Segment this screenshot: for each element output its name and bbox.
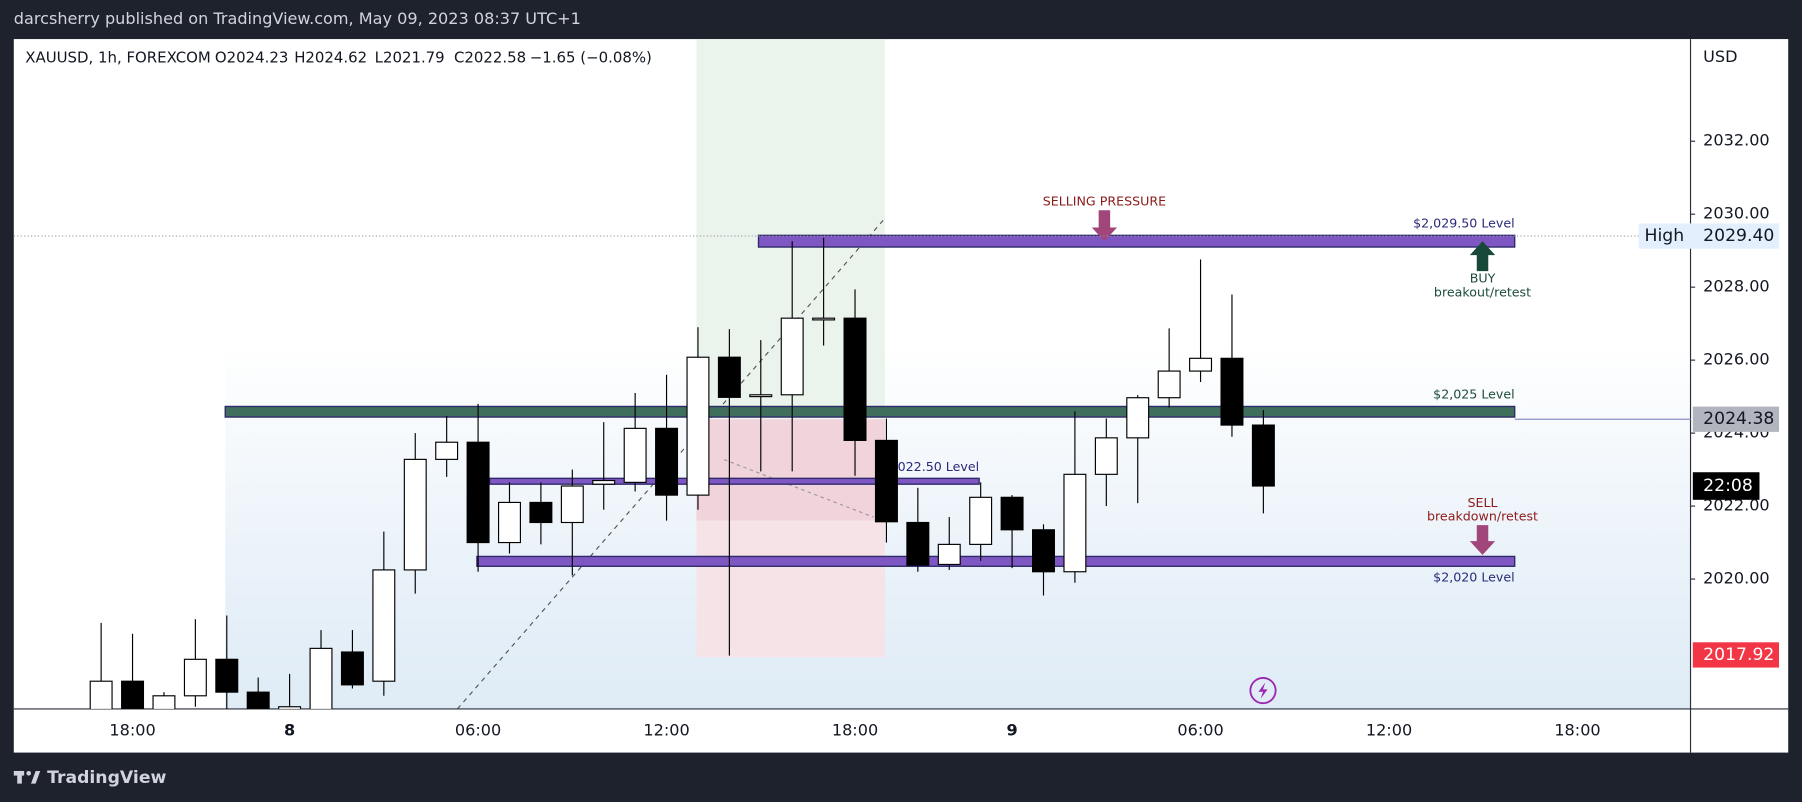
legend-value: C2022.58: [454, 49, 526, 67]
candle-body: [246, 691, 270, 709]
price-tag: [1638, 223, 1780, 249]
candle-body: [843, 317, 867, 441]
footer-logo: [13, 770, 41, 784]
level-zone: [224, 405, 1516, 418]
header-text: darcsherry published on TradingView.com,…: [14, 9, 581, 28]
x-tick-label: 18:00: [109, 720, 155, 739]
annotation: SELL: [1467, 495, 1497, 510]
candle-body: [466, 441, 490, 544]
candle-body: [560, 485, 584, 524]
x-tick-label: 12:00: [1366, 720, 1412, 739]
legend-value: O2024.23: [215, 49, 288, 67]
x-tick-label: 18:00: [1554, 720, 1600, 739]
candle-body: [497, 501, 521, 544]
candle-body: [372, 569, 396, 682]
candle-body: [121, 680, 145, 709]
position-line: [723, 459, 874, 518]
candle-body: [215, 658, 239, 693]
x-tick-label: 9: [1006, 720, 1017, 739]
candle-body: [278, 706, 302, 709]
candle-body: [906, 521, 930, 566]
price-tag-label: 2024.38: [1703, 409, 1774, 429]
candle-body: [780, 317, 804, 396]
countdown-tag: [1692, 472, 1760, 500]
level-label: $2,022.50 Level: [878, 459, 980, 474]
candle-body: [1126, 397, 1150, 439]
level-label: $2,020 Level: [1433, 569, 1515, 584]
arrow: [1091, 210, 1118, 242]
x-tick-label: 8: [284, 720, 295, 739]
arrow: [1469, 241, 1496, 272]
candle-body: [592, 479, 616, 485]
candle-body: [403, 458, 427, 571]
candle-body: [89, 680, 113, 709]
level-zone: [476, 555, 1516, 567]
position-tool: [696, 39, 885, 658]
price-tag: [1692, 406, 1780, 432]
candle-body: [340, 651, 364, 686]
footer-brand: TradingView: [47, 768, 166, 788]
y-tick-label: 2030.00: [1703, 204, 1770, 223]
candle-body: [874, 439, 898, 523]
x-tick-label: 06:00: [455, 720, 501, 739]
candle-body: [937, 543, 961, 566]
y-tick-label: 2028.00: [1703, 277, 1770, 296]
candle-body: [812, 317, 836, 321]
candle-body: [1220, 357, 1244, 426]
x-tick-label: 18:00: [832, 720, 878, 739]
candle-body: [623, 427, 647, 483]
y-tick-label: 2020.00: [1703, 569, 1770, 588]
annotation: SELLING PRESSURE: [1043, 194, 1166, 209]
price-tag-name: High: [1645, 226, 1685, 246]
candle-body: [655, 427, 679, 496]
chart-title: XAUUSD, 1h, FOREXCOM: [25, 49, 210, 67]
lightning-icon: [1249, 676, 1277, 705]
y-tick-label: 2026.00: [1703, 350, 1770, 369]
candle-body: [686, 356, 710, 496]
candle-body: [183, 658, 207, 697]
candle-body: [749, 394, 773, 398]
candle-body: [529, 501, 553, 524]
candle-body: [1000, 496, 1024, 531]
countdown: 22:08: [1703, 476, 1753, 496]
annotation: breakout/retest: [1434, 284, 1531, 299]
x-tick-label: 06:00: [1177, 720, 1223, 739]
price-tag: [1692, 642, 1780, 668]
y-tick-label: 2032.00: [1703, 131, 1770, 150]
candle-body: [152, 695, 176, 709]
candle-body: [1157, 370, 1181, 399]
annotation: BUY: [1470, 271, 1496, 286]
candle-body: [969, 496, 993, 545]
level-label: $2,025 Level: [1433, 387, 1515, 402]
level-label: $2,029.50 Level: [1413, 216, 1515, 231]
annotation: breakdown/retest: [1427, 509, 1538, 524]
price-tag-label: 2029.40: [1703, 226, 1774, 246]
candle-body: [717, 356, 741, 398]
y-tick-label: 2022.00: [1703, 496, 1770, 515]
plot-layer: $2,029.50 Level $2,025 Level $2,022.50 Lev…: [89, 216, 1516, 709]
axis-label: USD: [1703, 47, 1737, 66]
candle-body: [435, 441, 459, 460]
candle-body: [1251, 424, 1275, 487]
legend-value: −1.65 (−0.08%): [530, 49, 652, 67]
price-tag-label: 2017.92: [1703, 645, 1774, 665]
candle-body: [1094, 437, 1118, 475]
candle-body: [1032, 529, 1055, 573]
candle-body: [1063, 473, 1087, 573]
candle-body: [309, 647, 333, 709]
level-zone: [757, 234, 1516, 248]
legend-value: H2024.62: [294, 49, 367, 67]
arrow: [1469, 525, 1496, 555]
x-tick-label: 12:00: [643, 720, 689, 739]
candle-body: [1189, 357, 1213, 372]
level-zone: [488, 477, 980, 485]
legend-value: L2021.79: [375, 49, 445, 67]
